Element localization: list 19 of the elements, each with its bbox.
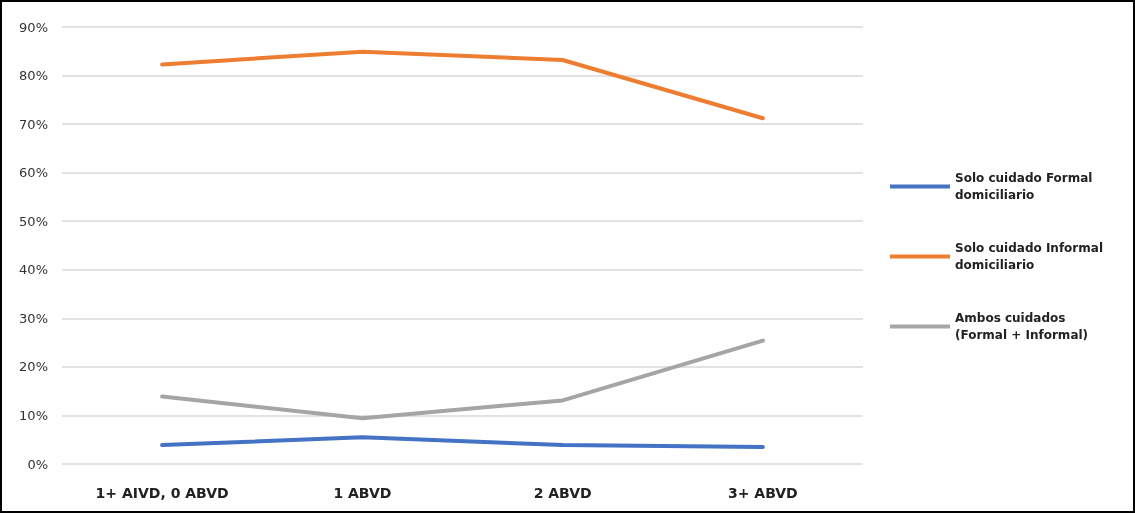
- y-tick-label: 10%: [19, 407, 48, 423]
- legend-label: Solo cuidado Formal domiciliario: [955, 171, 1097, 202]
- x-tick-label: 3+ ABVD: [728, 485, 798, 501]
- line-series: [160, 49, 765, 121]
- x-tick-label: 2 ABVD: [533, 485, 592, 501]
- y-tick-label: 80%: [19, 68, 48, 84]
- y-tick-label: 20%: [19, 359, 48, 375]
- y-tick-label: 40%: [19, 262, 48, 278]
- y-tick-label: 70%: [19, 116, 48, 132]
- legend-label: Ambos cuidados (Formal + Informal): [955, 311, 1089, 342]
- x-tick-label: 1 ABVD: [333, 485, 392, 501]
- y-tick-label: 50%: [19, 213, 48, 229]
- line-series: [160, 338, 765, 421]
- legend-label: Solo cuidado Informal domiciliario: [955, 241, 1108, 272]
- y-tick-label: 0%: [27, 456, 48, 472]
- y-tick-label: 90%: [19, 19, 48, 35]
- x-tick-label: 1+ AIVD, 0 ABVD: [95, 485, 229, 501]
- y-tick-label: 30%: [19, 310, 48, 326]
- y-tick-label: 60%: [19, 165, 48, 181]
